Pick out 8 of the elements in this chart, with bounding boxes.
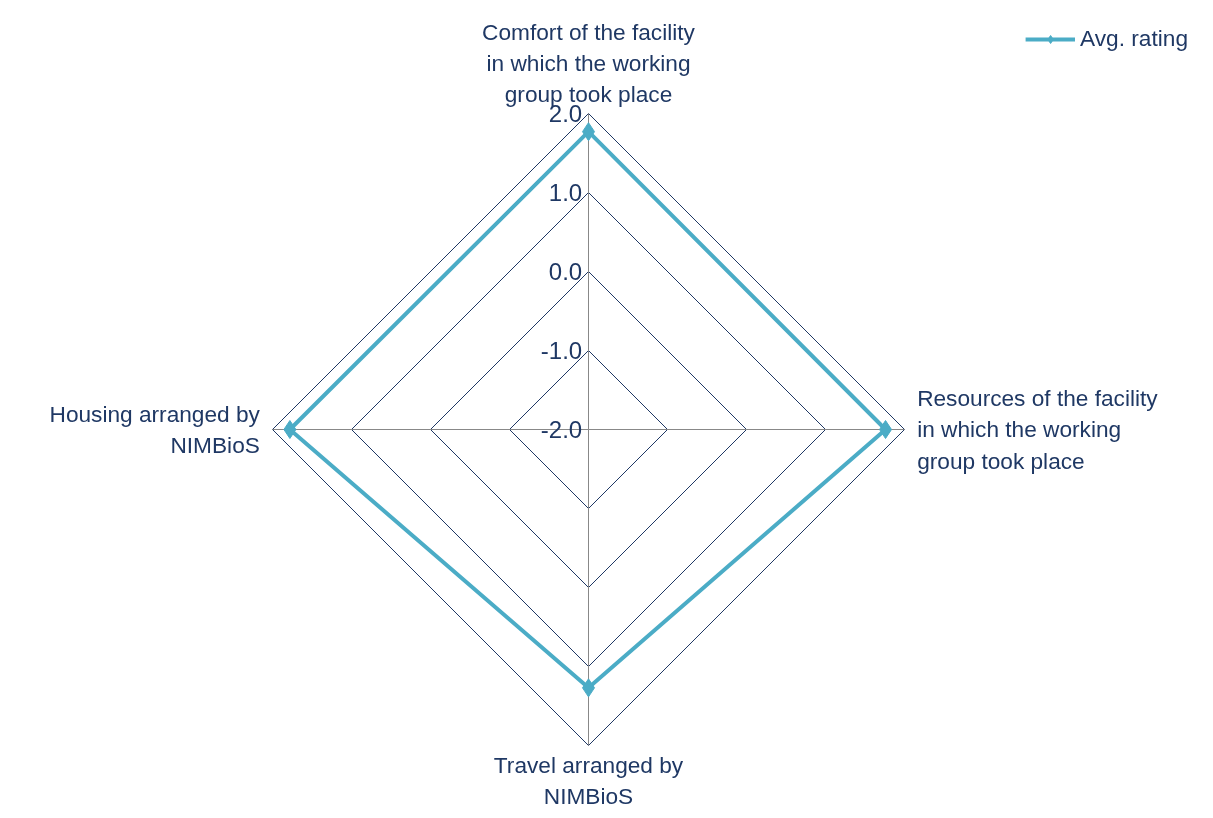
y-tick-label: 0.0 <box>548 258 583 285</box>
y-tick-label: -2.0 <box>540 416 583 443</box>
spoke-label: Resources of the facility in which the working group took place <box>917 385 1159 474</box>
y-tick-label: -1.0 <box>540 337 583 364</box>
spoke-label: Travel arranged by NIMBioS <box>493 751 684 810</box>
y-tick-label: 1.0 <box>548 179 583 206</box>
spoke-label: Housing arranged by NIMBioS <box>49 400 261 459</box>
legend-label: Avg. rating <box>1080 25 1188 52</box>
